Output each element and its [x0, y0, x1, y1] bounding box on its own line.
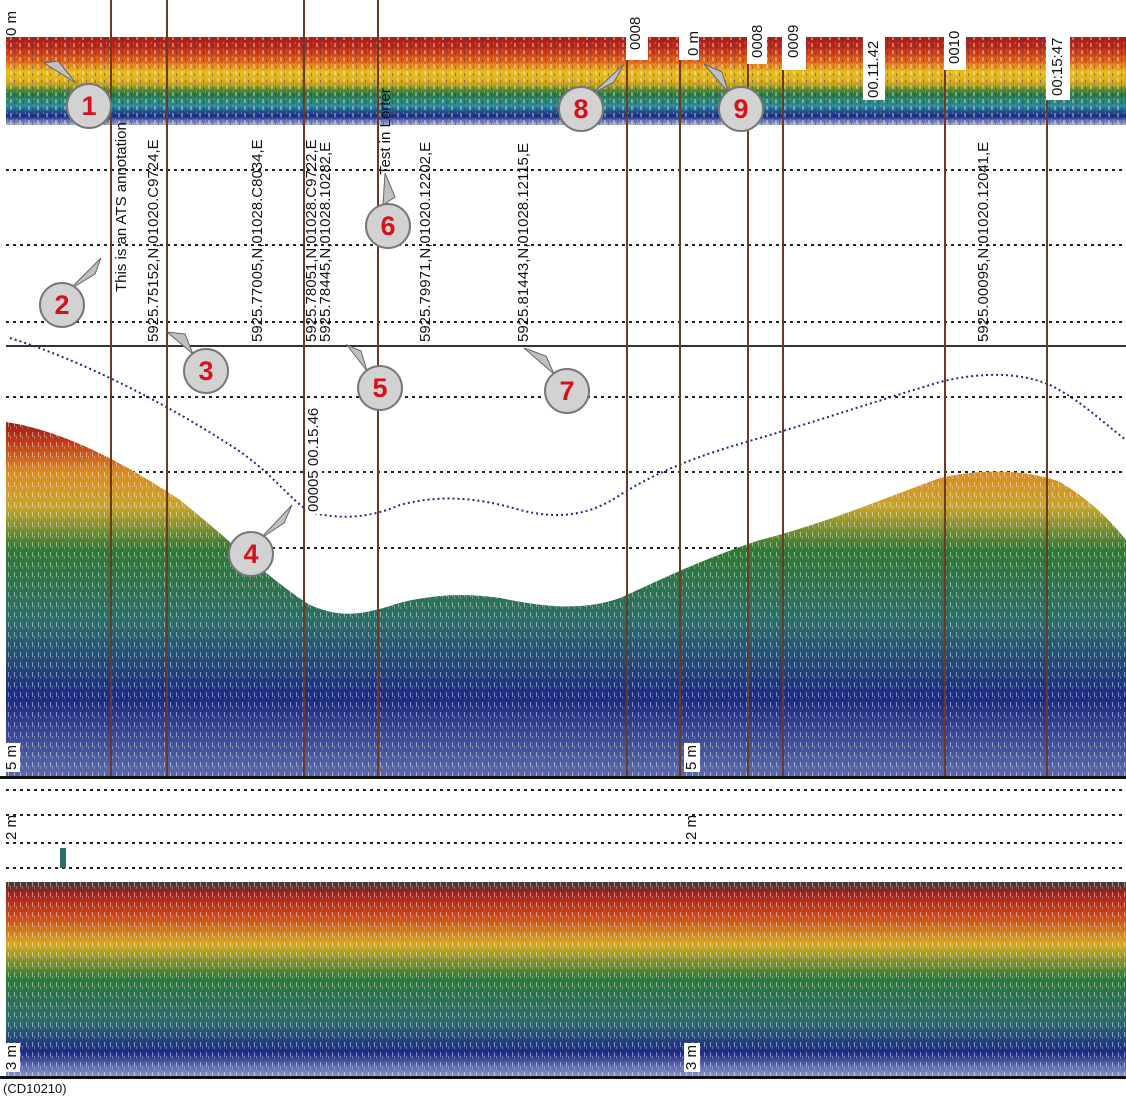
bottom-border	[0, 1076, 1126, 1079]
callout-1: 1	[42, 60, 112, 129]
depth-label-3m-right: 3 m	[683, 1042, 700, 1072]
ats-annotation-text: This is an ATS annotation	[113, 122, 130, 292]
right-time-annotation-2: 00:15:47	[1049, 37, 1066, 96]
marker-label-boxes	[626, 0, 1070, 100]
position-annotation-3b: 5925.78445,N,01028.10282,E	[317, 141, 334, 342]
callout-2: 2	[39, 257, 102, 328]
right-position-annotation: 5925.00095,N,01020.12041,E	[975, 141, 992, 342]
callout-5: 5	[345, 343, 403, 411]
position-annotation-1: 5925.75152,N,01020.C9724,E	[145, 139, 162, 342]
depth-label-0m: 0 m	[3, 10, 20, 36]
bottom-trace-line	[9, 337, 1126, 518]
depth-grid-lower	[6, 789, 1126, 869]
panel-separator	[0, 776, 1126, 779]
depth-label-2m-right: 2 m	[683, 814, 700, 840]
callout-3: 3	[165, 331, 229, 394]
lower-echo-band	[6, 848, 1126, 1076]
depth-label-3m: 3 m	[3, 1042, 20, 1072]
seabed-echo	[6, 422, 1126, 776]
figure-caption: (CD10210)	[3, 1081, 67, 1096]
callout-7: 7	[523, 347, 590, 414]
depth-label-2m: 2 m	[3, 814, 20, 840]
callout-6: 6	[365, 172, 411, 249]
position-annotation-4: 5925.79971,N,01020.12202,E	[417, 141, 434, 342]
surface-echo-band	[6, 37, 1126, 125]
right-depth-label: 0 m	[685, 30, 702, 56]
position-annotation-5: 5925.81443,N,01028.12115,E	[515, 142, 532, 342]
marker-label-a: 0008	[627, 16, 644, 50]
marker-label-b: 0008	[749, 24, 766, 58]
position-annotation-2: 5925.77005,N,01028.C8034,E	[249, 139, 266, 342]
depth-label-5m: 5 m	[3, 742, 20, 772]
marker-label-d: 0010	[946, 30, 963, 64]
right-time-annotation-1: 00.11.42	[865, 40, 882, 98]
test-annotation-text: Test in Lorter	[377, 88, 394, 175]
depth-label-5m-right: 5 m	[683, 742, 700, 772]
time-annotation: 00005 00.15.46	[305, 405, 322, 514]
callout-9: 9	[703, 63, 764, 132]
marker-label-c: 0009	[785, 24, 802, 58]
callout-4: 4	[228, 504, 293, 577]
callout-8: 8	[558, 63, 625, 132]
